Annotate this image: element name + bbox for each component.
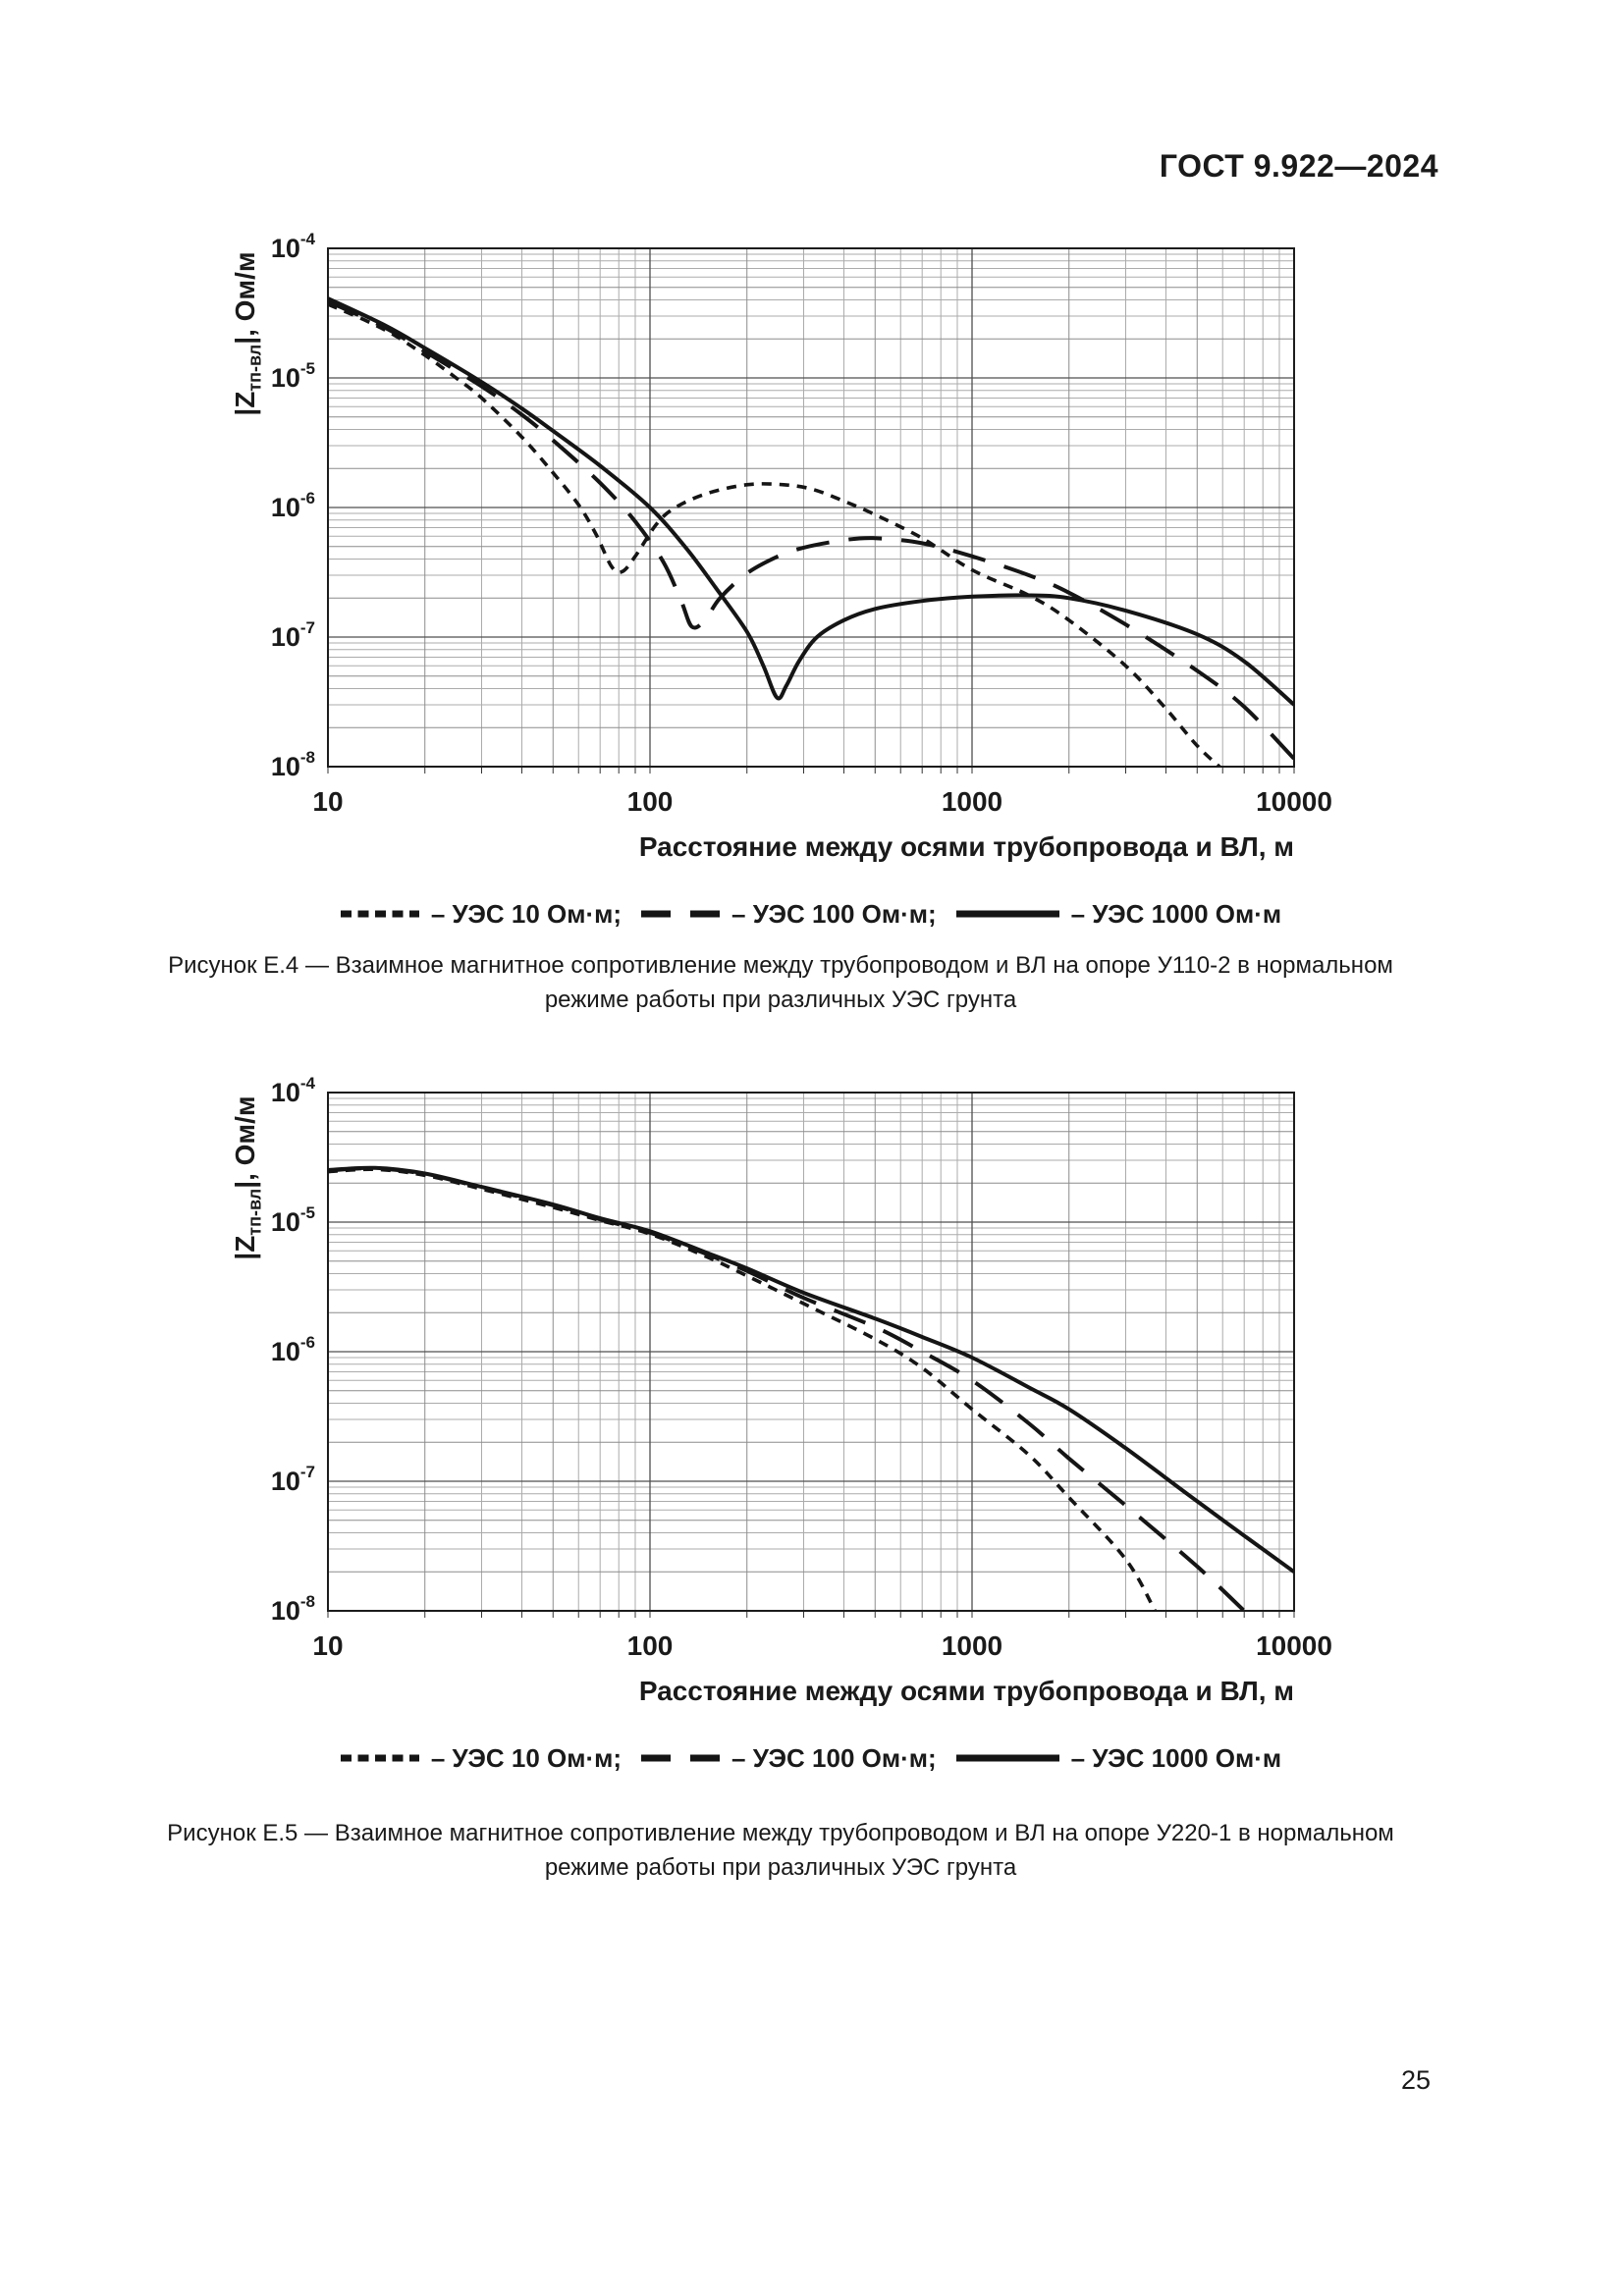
y-tick-label: 10-4 xyxy=(271,230,316,263)
axis-tick-marks xyxy=(327,767,1295,774)
legend-item-ues-10: – УЭС 10 Ом·м; xyxy=(340,898,623,930)
legend-label: – УЭС 1000 Ом·м xyxy=(1070,1742,1282,1773)
series-curves xyxy=(328,1165,1294,1611)
caption-line: режиме работы при различных УЭС грунта xyxy=(544,987,1017,1013)
x-tick-label: 100 xyxy=(627,786,674,817)
chart-e5-legend: – УЭС 10 Ом·м; – УЭС 100 Ом·м; – УЭС 1000 … xyxy=(230,1740,1392,1776)
x-tick-label: 10 xyxy=(312,1630,343,1661)
legend-line-sample-dotted xyxy=(340,1754,419,1762)
x-tick-label: 1000 xyxy=(942,786,1002,817)
x-tick-label: 10 xyxy=(312,786,343,817)
grid-minor xyxy=(328,1093,1294,1611)
x-tick-label: 1000 xyxy=(942,1630,1002,1661)
legend-item-ues-100: – УЭС 100 Ом·м; xyxy=(641,1743,937,1774)
chart-canvas: 10-4 10-5 10-6 10-7 10-8 10 100 1000 10000 xyxy=(271,1074,1332,1661)
y-tick-label: 10-7 xyxy=(271,1463,315,1496)
legend-line-sample-dashed xyxy=(641,1754,721,1762)
x-tick-label: 10000 xyxy=(1256,786,1332,817)
series-line-ues-1000 xyxy=(328,1165,1294,1574)
series-line-ues-100 xyxy=(328,1166,1246,1611)
y-tick-label: 10-4 xyxy=(271,1074,316,1107)
plot-border xyxy=(327,247,1295,768)
series-line-ues-100 xyxy=(328,299,1294,761)
legend-item-ues-1000: – УЭС 1000 Ом·м xyxy=(955,1742,1282,1774)
page-number: 25 xyxy=(1400,2065,1432,2095)
chart-e4-plot: 10-4 10-5 10-6 10-7 10-8 10 100 1000 10000 xyxy=(137,226,1375,834)
x-axis-label: Расстояние между осями трубопровода и ВЛ… xyxy=(638,1676,1294,1706)
series-line-ues-10 xyxy=(328,1167,1157,1611)
legend-item-ues-100: – УЭС 100 Ом·м; xyxy=(641,899,937,930)
figure-e5: |Zтп-вл|, Ом/м 10-4 10-5 10-6 10-7 10-8 10 100… xyxy=(137,1070,1375,1806)
chart-e5-plot: 10-4 10-5 10-6 10-7 10-8 10 100 1000 10000 xyxy=(137,1070,1375,1679)
x-tick-label: 10000 xyxy=(1256,1630,1332,1661)
series-curves xyxy=(328,296,1294,767)
legend-item-ues-1000: – УЭС 1000 Ом·м xyxy=(955,898,1282,930)
series-line-ues-1000 xyxy=(328,296,1294,707)
plot-border xyxy=(327,1092,1295,1612)
legend-line-sample-dotted xyxy=(340,910,419,918)
series-line-ues-10 xyxy=(328,302,1222,767)
legend-line-sample-solid xyxy=(955,910,1059,918)
y-tick-label: 10-5 xyxy=(271,359,315,393)
legend-line-sample-solid xyxy=(955,1754,1059,1762)
y-tick-label: 10-8 xyxy=(271,748,315,781)
y-tick-label: 10-6 xyxy=(271,489,315,522)
legend-label: – УЭС 1000 Ом·м xyxy=(1070,898,1282,929)
legend-item-ues-10: – УЭС 10 Ом·м; xyxy=(340,1742,623,1774)
figure-e4: |Zтп-вл|, Ом/м 10-4 10-5 10-6 10-7 10-8 10 100… xyxy=(137,226,1375,962)
caption-line: Рисунок Е.5 — Взаимное магнитное сопроти… xyxy=(167,1820,1394,1846)
document-title: ГОСТ 9.922—2024 xyxy=(1159,148,1438,184)
figure-caption-e4: Рисунок Е.4 — Взаимное магнитное сопроти… xyxy=(137,948,1424,1017)
y-tick-label: 10-6 xyxy=(271,1333,315,1366)
legend-label: – УЭС 100 Ом·м; xyxy=(731,898,937,929)
x-tick-label: 100 xyxy=(627,1630,674,1661)
x-axis-label: Расстояние между осями трубопровода и ВЛ… xyxy=(638,831,1294,862)
chart-canvas: 10-4 10-5 10-6 10-7 10-8 10 100 1000 10000 xyxy=(271,230,1332,817)
legend-label: – УЭС 10 Ом·м; xyxy=(430,898,623,929)
legend-label: – УЭС 10 Ом·м; xyxy=(430,1742,623,1773)
y-tick-label: 10-5 xyxy=(271,1203,315,1237)
legend-label: – УЭС 100 Ом·м; xyxy=(731,1742,937,1773)
y-tick-label: 10-8 xyxy=(271,1592,315,1626)
tick-labels: 10-4 10-5 10-6 10-7 10-8 10 100 1000 10000 xyxy=(271,230,1332,817)
chart-e4-legend: – УЭС 10 Ом·м; – УЭС 100 Ом·м; – УЭС 1000 … xyxy=(230,896,1392,932)
tick-labels: 10-4 10-5 10-6 10-7 10-8 10 100 1000 10000 xyxy=(271,1074,1332,1661)
figure-caption-e5: Рисунок Е.5 — Взаимное магнитное сопроти… xyxy=(137,1816,1424,1885)
axis-tick-marks xyxy=(327,1611,1295,1618)
caption-line: Рисунок Е.4 — Взаимное магнитное сопроти… xyxy=(168,952,1393,979)
y-tick-label: 10-7 xyxy=(271,618,315,652)
caption-line: режиме работы при различных УЭС грунта xyxy=(544,1854,1017,1881)
grid-minor-emphasis xyxy=(328,248,1294,767)
legend-line-sample-dashed xyxy=(641,910,721,918)
